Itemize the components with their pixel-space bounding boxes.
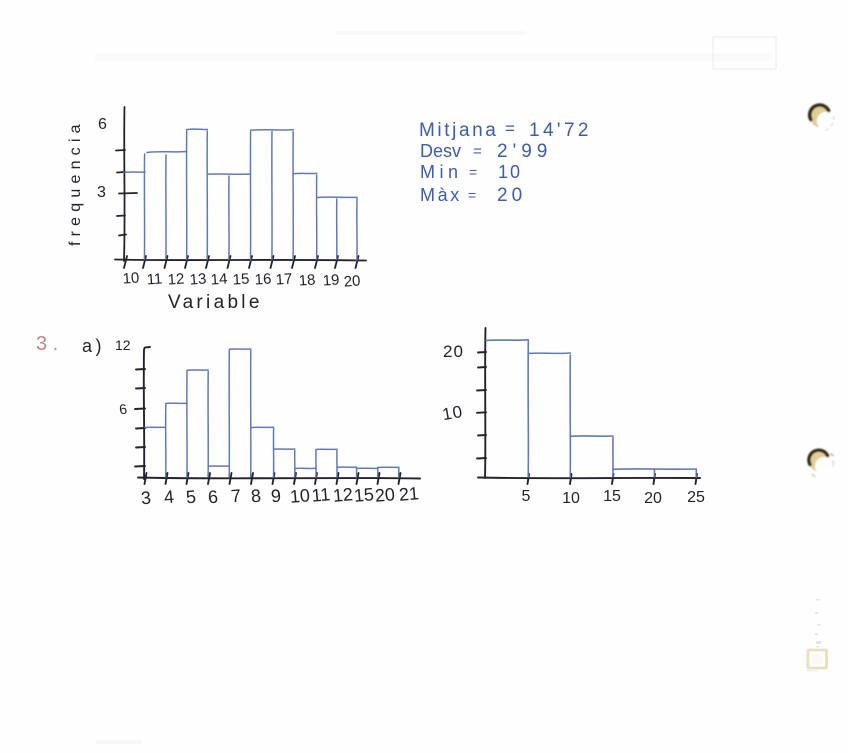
svg-text:10: 10 — [498, 162, 522, 182]
svg-text:6: 6 — [118, 401, 128, 418]
svg-text:11: 11 — [311, 484, 331, 506]
svg-text:=: = — [469, 164, 477, 180]
svg-text:15: 15 — [232, 270, 250, 288]
svg-text:=: = — [468, 187, 476, 203]
svg-text:6: 6 — [207, 487, 219, 508]
svg-text:6: 6 — [98, 116, 107, 133]
svg-text:21: 21 — [398, 483, 420, 505]
svg-text:a): a) — [82, 336, 105, 356]
svg-text:Variable: Variable — [168, 292, 263, 313]
svg-text:5: 5 — [185, 487, 197, 508]
svg-text:3.: 3. — [36, 333, 64, 355]
svg-text:15: 15 — [353, 484, 375, 506]
svg-text:17: 17 — [275, 270, 293, 288]
svg-text:19: 19 — [322, 271, 340, 289]
svg-text:3: 3 — [97, 184, 106, 201]
svg-text:Màx: Màx — [420, 185, 462, 205]
svg-text:7: 7 — [230, 486, 242, 507]
svg-text:3: 3 — [140, 488, 152, 509]
svg-text:10: 10 — [441, 402, 465, 424]
svg-text:12: 12 — [332, 484, 354, 506]
svg-text:10: 10 — [562, 490, 580, 507]
svg-text:4: 4 — [163, 487, 175, 508]
svg-text:frequencia: frequencia — [67, 119, 84, 246]
svg-text:10: 10 — [122, 269, 140, 287]
svg-text:20: 20 — [343, 272, 361, 290]
svg-text:8: 8 — [250, 486, 262, 507]
svg-text:20: 20 — [443, 342, 464, 361]
svg-text:=: = — [505, 119, 515, 138]
svg-text:10: 10 — [289, 485, 311, 507]
svg-text:Mitjana: Mitjana — [419, 120, 498, 141]
svg-text:20: 20 — [497, 185, 526, 206]
svg-text:14'72: 14'72 — [529, 120, 592, 141]
svg-text:Min: Min — [420, 162, 463, 182]
svg-text:16: 16 — [254, 270, 272, 288]
svg-text:Desv: Desv — [420, 141, 461, 161]
svg-text:12: 12 — [115, 337, 131, 353]
svg-text:15: 15 — [603, 488, 621, 505]
svg-text:18: 18 — [298, 271, 316, 289]
svg-text:14: 14 — [210, 270, 228, 288]
svg-text:2'99: 2'99 — [497, 141, 552, 162]
svg-text:9: 9 — [270, 486, 282, 507]
svg-text:20: 20 — [644, 490, 662, 507]
svg-text:=: = — [473, 143, 482, 160]
svg-text:12: 12 — [167, 270, 185, 288]
svg-text:25: 25 — [687, 489, 705, 506]
svg-text:11: 11 — [146, 270, 163, 288]
svg-text:5: 5 — [522, 488, 531, 505]
svg-text:20: 20 — [374, 484, 396, 506]
svg-text:13: 13 — [189, 270, 207, 288]
